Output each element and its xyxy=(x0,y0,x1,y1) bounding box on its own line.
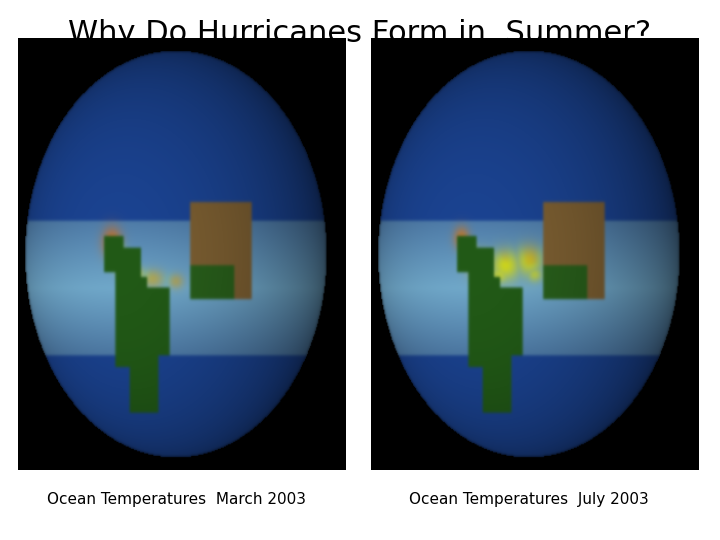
Text: Ocean Temperatures  July 2003: Ocean Temperatures July 2003 xyxy=(410,492,649,507)
Text: Why Do Hurricanes Form in  Summer?: Why Do Hurricanes Form in Summer? xyxy=(68,19,652,48)
Text: Ocean Temperatures  March 2003: Ocean Temperatures March 2003 xyxy=(47,492,306,507)
